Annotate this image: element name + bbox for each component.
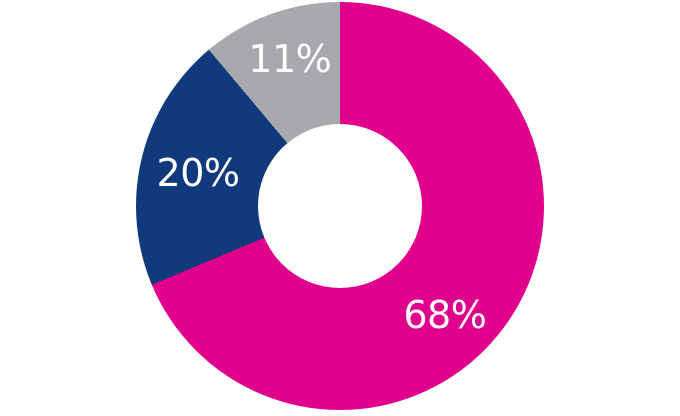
- slice-label-segment-68: 68%: [403, 292, 487, 337]
- donut-chart: 68% 20% 11%: [136, 2, 544, 410]
- slice-label-segment-11: 11%: [248, 37, 332, 82]
- slice-label-segment-20: 20%: [156, 150, 240, 195]
- donut-hole: [258, 124, 422, 288]
